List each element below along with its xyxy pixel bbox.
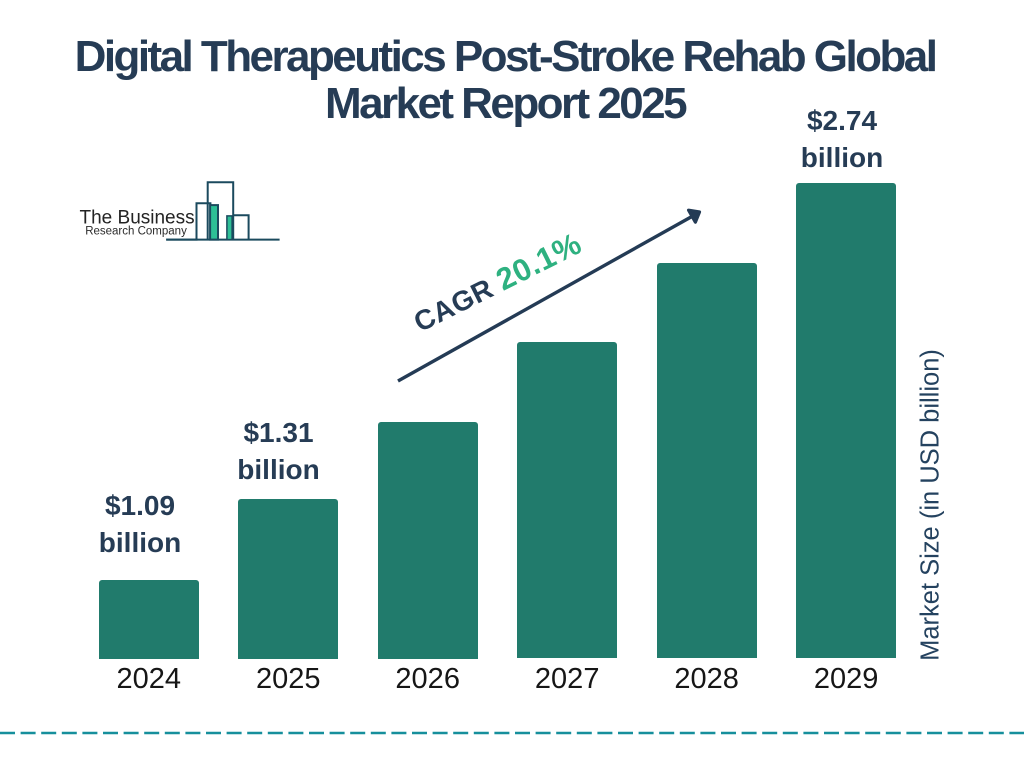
svg-text:CAGR 20.1%: CAGR 20.1% [408,226,588,339]
svg-text:The Business: The Business [80,208,195,229]
svg-text:Research Company: Research Company [85,225,187,237]
